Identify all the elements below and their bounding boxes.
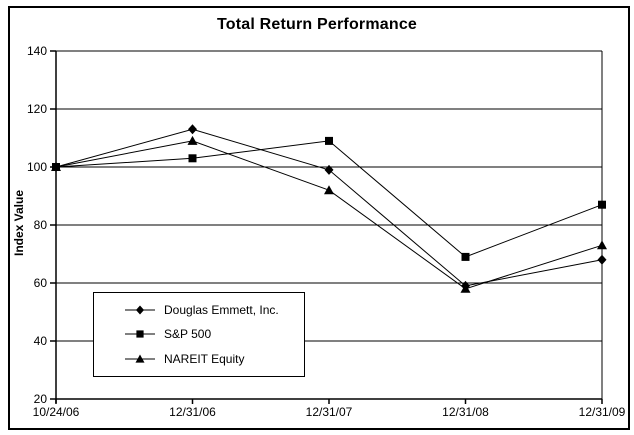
legend-diamond-icon bbox=[125, 305, 155, 315]
legend-item: Douglas Emmett, Inc. bbox=[94, 303, 304, 317]
series-line-square bbox=[55, 140, 603, 258]
square-marker-icon bbox=[461, 252, 470, 261]
diamond-marker-icon bbox=[324, 164, 334, 175]
y-axis-tick-label: 40 bbox=[34, 334, 48, 348]
x-axis-tick-label: 12/31/06 bbox=[169, 405, 216, 419]
triangle-marker-icon bbox=[324, 185, 334, 195]
diamond-marker-icon bbox=[597, 254, 607, 265]
series-line-triangle bbox=[55, 140, 603, 290]
chart-border bbox=[8, 6, 630, 430]
square-marker-icon bbox=[325, 136, 333, 145]
triangle-marker-icon bbox=[187, 135, 198, 145]
diamond-marker-icon bbox=[135, 305, 145, 315]
y-axis-tick-label: 120 bbox=[27, 102, 47, 116]
x-axis-tick-label: 12/31/09 bbox=[579, 405, 626, 419]
x-axis-tick-label: 10/24/06 bbox=[33, 405, 80, 419]
series-line-diamond bbox=[55, 128, 603, 287]
diamond-marker-icon bbox=[188, 124, 197, 135]
chart-title: Total Return Performance bbox=[216, 16, 418, 33]
y-axis-tick-label: 140 bbox=[27, 44, 47, 58]
square-marker-icon bbox=[598, 200, 606, 209]
legend-square-icon bbox=[125, 330, 155, 339]
triangle-marker-icon bbox=[597, 240, 607, 250]
y-axis-tick-label: 100 bbox=[27, 160, 47, 174]
x-axis-tick-label: 12/31/08 bbox=[442, 405, 489, 419]
legend-label: Douglas Emmett, Inc. bbox=[164, 303, 279, 318]
series-markers-square bbox=[52, 136, 606, 261]
y-axis-tick-label: 60 bbox=[34, 276, 48, 290]
legend-label: NAREIT Equity bbox=[164, 351, 245, 366]
legend-triangle-icon bbox=[125, 354, 155, 363]
legend-item: S&P 500 bbox=[94, 327, 304, 341]
square-marker-icon bbox=[188, 154, 197, 163]
triangle-marker-icon bbox=[460, 283, 471, 293]
legend-item: NAREIT Equity bbox=[94, 352, 304, 366]
triangle-marker-icon bbox=[51, 162, 61, 171]
triangle-marker-icon bbox=[135, 354, 145, 363]
y-axis-tick-label: 80 bbox=[34, 218, 48, 232]
square-marker-icon bbox=[136, 330, 144, 339]
series-markers-triangle bbox=[51, 135, 607, 293]
x-axis-tick-label: 12/31/07 bbox=[306, 405, 353, 419]
series-markers-diamond bbox=[51, 124, 607, 291]
y-axis-tick-label: 20 bbox=[34, 392, 48, 406]
legend-label: S&P 500 bbox=[164, 327, 212, 342]
legend: Douglas Emmett, Inc. S&P 500 NAREIT Equity bbox=[93, 292, 305, 377]
